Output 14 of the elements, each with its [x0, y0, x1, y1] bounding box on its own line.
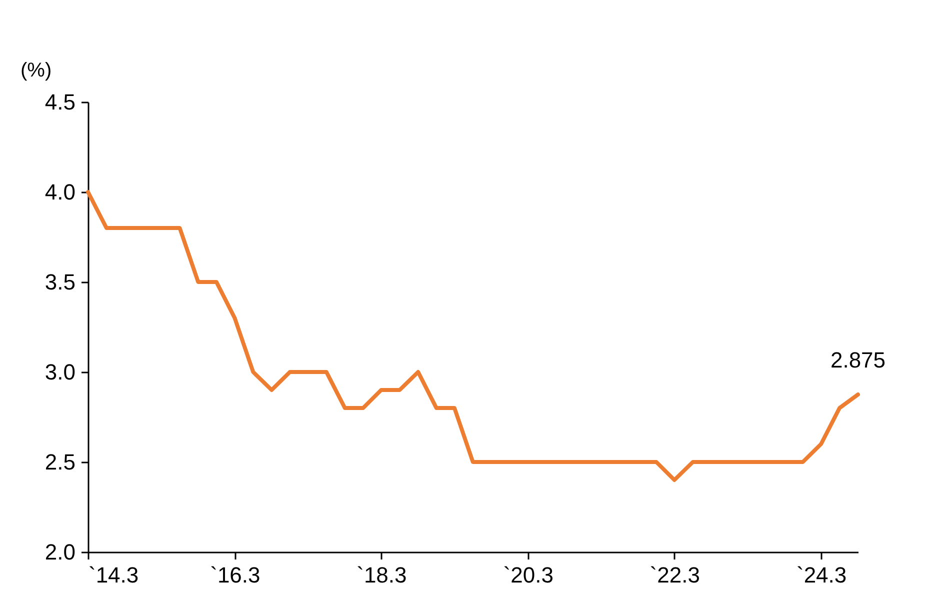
y-axis-title: (%) [20, 60, 52, 82]
y-tick-label: 2.0 [44, 540, 76, 564]
y-tick-label: 4.0 [44, 180, 76, 204]
x-tick-label: `22.3 [650, 562, 700, 588]
annotation: 2.875 [830, 348, 886, 372]
y-tick-label: 2.5 [44, 450, 76, 474]
x-tick-label: `18.3 [356, 562, 407, 588]
x-tick-label: `16.3 [210, 562, 260, 588]
y-tick-label: 3.5 [44, 270, 76, 294]
y-tick-label: 3.0 [44, 360, 76, 384]
x-tick-label: `14.3 [88, 562, 139, 588]
x-tick-label: `24.3 [796, 562, 847, 588]
x-tick-label: `20.3 [503, 562, 554, 588]
y-tick-label: 4.5 [44, 90, 76, 114]
